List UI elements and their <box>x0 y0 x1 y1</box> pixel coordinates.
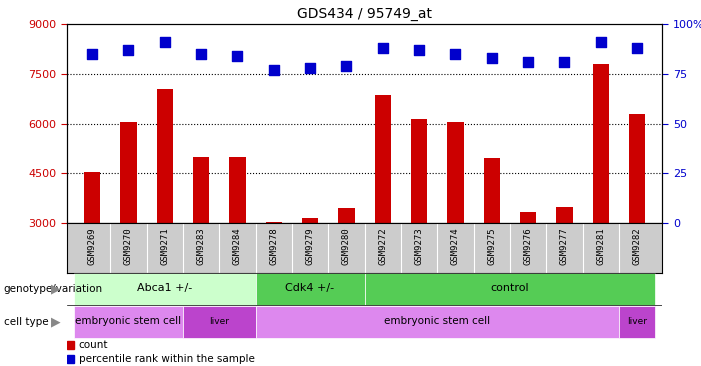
Bar <box>229 157 245 223</box>
Bar <box>183 306 256 338</box>
Bar <box>256 273 365 305</box>
Bar <box>629 113 645 223</box>
Point <box>595 39 606 45</box>
Text: genotype/variation: genotype/variation <box>4 284 102 294</box>
Text: Abca1 +/-: Abca1 +/- <box>137 284 192 294</box>
Text: GSM9278: GSM9278 <box>269 227 278 265</box>
Point <box>268 67 279 72</box>
Text: GSM9279: GSM9279 <box>306 227 315 265</box>
Bar <box>156 89 173 223</box>
Text: count: count <box>79 340 108 350</box>
Bar <box>120 122 137 223</box>
Text: cell type: cell type <box>4 317 48 327</box>
Bar <box>374 95 391 223</box>
Bar <box>67 355 74 363</box>
Text: GSM9271: GSM9271 <box>161 227 169 265</box>
Text: GSM9282: GSM9282 <box>632 227 641 265</box>
Point <box>86 51 97 57</box>
Text: GSM9276: GSM9276 <box>524 227 533 265</box>
Bar <box>266 221 282 223</box>
Bar <box>556 207 573 223</box>
Title: GDS434 / 95749_at: GDS434 / 95749_at <box>297 7 432 21</box>
Bar <box>67 341 74 349</box>
Text: GSM9270: GSM9270 <box>124 227 133 265</box>
Text: percentile rank within the sample: percentile rank within the sample <box>79 354 254 364</box>
Text: GSM9281: GSM9281 <box>596 227 605 265</box>
Point <box>559 59 570 65</box>
Point <box>377 45 388 51</box>
Bar <box>74 306 183 338</box>
Point <box>304 65 315 71</box>
Bar <box>74 273 256 305</box>
Text: embryonic stem cell: embryonic stem cell <box>384 317 490 326</box>
Bar <box>338 208 355 223</box>
Text: ▶: ▶ <box>51 283 61 296</box>
Point <box>159 39 170 45</box>
Bar <box>411 119 427 223</box>
Bar <box>302 218 318 223</box>
Bar <box>256 306 619 338</box>
Point <box>486 55 497 61</box>
Point <box>450 51 461 57</box>
Bar <box>193 157 209 223</box>
Point <box>632 45 643 51</box>
Text: GSM9269: GSM9269 <box>88 227 97 265</box>
Point <box>123 47 134 53</box>
Text: GSM9280: GSM9280 <box>342 227 351 265</box>
Bar <box>84 172 100 223</box>
Point <box>414 47 425 53</box>
Text: GSM9283: GSM9283 <box>196 227 205 265</box>
Text: GSM9284: GSM9284 <box>233 227 242 265</box>
Bar <box>520 212 536 223</box>
Bar <box>592 64 609 223</box>
Text: embryonic stem cell: embryonic stem cell <box>75 317 182 326</box>
Bar <box>447 122 463 223</box>
Text: Cdk4 +/-: Cdk4 +/- <box>285 284 334 294</box>
Text: GSM9272: GSM9272 <box>378 227 387 265</box>
Text: liver: liver <box>209 317 229 326</box>
Bar <box>484 158 500 223</box>
Point <box>341 63 352 68</box>
Point <box>196 51 207 57</box>
Text: ▶: ▶ <box>51 315 61 329</box>
Bar <box>619 306 655 338</box>
Text: liver: liver <box>627 317 647 326</box>
Text: GSM9275: GSM9275 <box>487 227 496 265</box>
Text: GSM9273: GSM9273 <box>414 227 423 265</box>
Bar <box>365 273 655 305</box>
Text: GSM9277: GSM9277 <box>560 227 569 265</box>
Text: GSM9274: GSM9274 <box>451 227 460 265</box>
Point <box>232 53 243 59</box>
Point <box>522 59 533 65</box>
Text: control: control <box>491 284 529 294</box>
